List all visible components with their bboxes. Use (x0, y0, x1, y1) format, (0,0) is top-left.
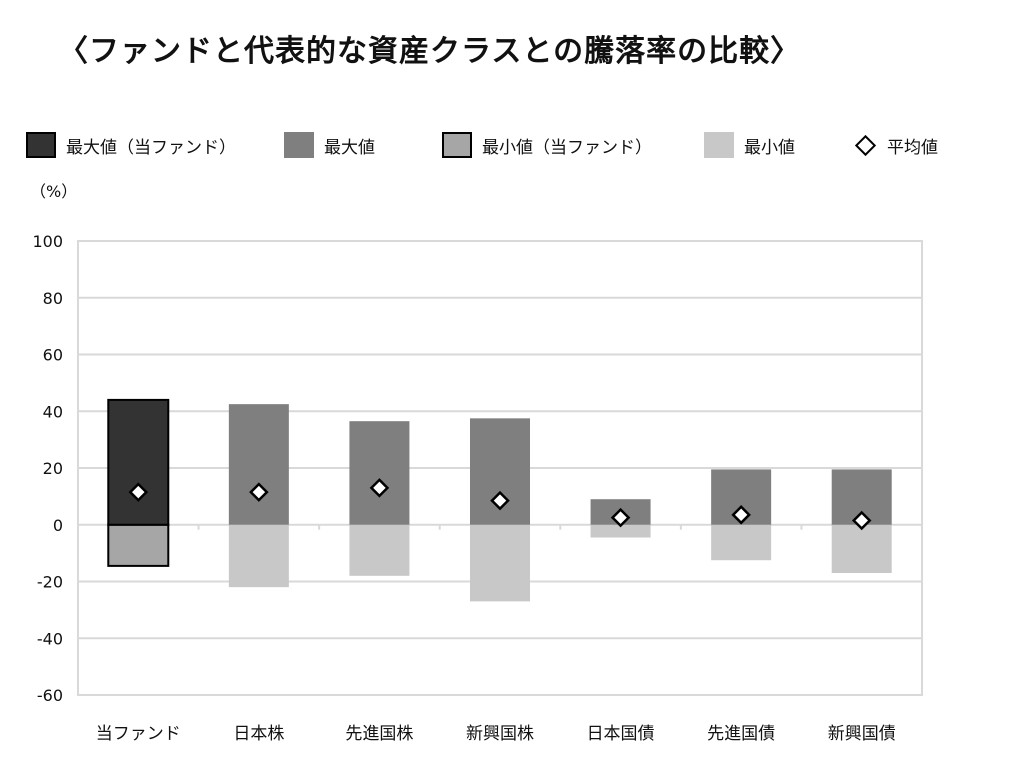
chart-title: 〈ファンドと代表的な資産クラスとの騰落率の比較〉 (58, 34, 802, 69)
average-marker-2 (369, 478, 390, 498)
y-tick-label-5: 0 (53, 516, 63, 535)
min-bar-5 (711, 524, 772, 561)
average-markers (128, 478, 872, 531)
average-marker-0 (128, 482, 149, 502)
max-bar-0 (107, 398, 170, 526)
x-category-label-5: 先進国債 (707, 724, 775, 744)
x-category-label-1: 日本株 (233, 724, 284, 744)
y-tick-label-8: -60 (37, 686, 63, 705)
x-category-label-2: 先進国株 (345, 724, 413, 744)
y-tick-label-3: 40 (43, 402, 63, 421)
legend-swatch-max (284, 132, 314, 158)
average-marker-3 (490, 490, 510, 511)
legend-item-max: 最大値 (284, 128, 375, 162)
legend-item-average: 平均値 (852, 128, 938, 162)
y-axis-unit-label: （%） (30, 182, 78, 201)
axis-labels: 100 80 60 40 20 0 -20 -40 -60 当ファンド 日本株 先進国株 新興国株 日本国… (32, 232, 895, 744)
legend-label-fund-min: 最小値（当ファンド） (482, 137, 652, 158)
average-marker-5 (731, 505, 751, 525)
x-category-label-6: 新興国債 (828, 724, 896, 744)
legend-item-min: 最小値 (704, 128, 795, 162)
min-bar-6 (831, 524, 892, 573)
x-category-label-3: 新興国株 (466, 724, 534, 744)
y-tick-label-0: 100 (32, 232, 63, 251)
legend-item-fund-max: 最大値（当ファンド） (26, 128, 236, 162)
x-category-label-4: 日本国債 (587, 724, 655, 744)
legend-label-average: 平均値 (887, 137, 938, 158)
legend-swatch-min (704, 132, 734, 158)
y-tick-label-2: 60 (43, 346, 63, 365)
min-bar-1 (228, 524, 289, 588)
legend-label-max: 最大値 (324, 137, 375, 158)
y-tick-label-1: 80 (43, 289, 63, 308)
chart-legend: 最大値（当ファンド） 最大値 最小値（当ファンド） 最小値 平均値 (26, 128, 986, 162)
average-marker-4 (610, 507, 631, 528)
legend-label-fund-max: 最大値（当ファンド） (66, 137, 236, 158)
legend-swatch-fund-min (442, 132, 472, 158)
x-category-label-0: 当ファンド (96, 724, 181, 744)
bars (107, 398, 892, 602)
y-tick-label-6: -20 (37, 573, 63, 592)
average-marker-1 (249, 482, 269, 502)
min-bar-4 (590, 524, 651, 538)
min-bar-2 (349, 524, 410, 576)
max-bar-2 (349, 421, 410, 525)
legend-swatch-fund-max (26, 132, 56, 158)
legend-item-fund-min: 最小値（当ファンド） (442, 128, 652, 162)
legend-label-min: 最小値 (744, 137, 795, 158)
max-bar-1 (228, 404, 289, 525)
min-bar-3 (470, 524, 530, 602)
y-tick-label-7: -40 (37, 629, 63, 648)
y-tick-label-4: 20 (43, 459, 63, 478)
min-bar-0 (107, 523, 170, 567)
average-marker-6 (851, 510, 872, 531)
